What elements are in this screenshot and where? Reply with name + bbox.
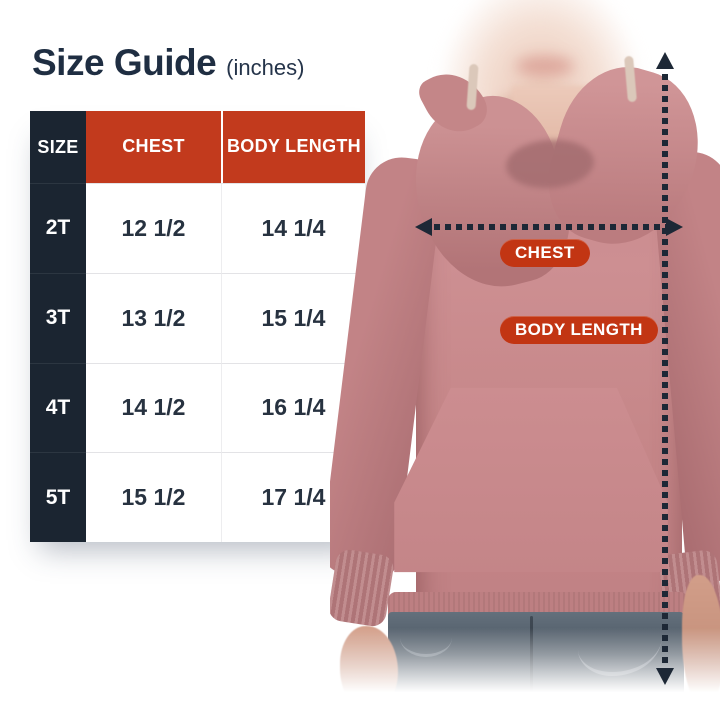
body-length-label-pill: BODY LENGTH [500, 316, 658, 344]
size-table: SIZE CHEST BODY LENGTH 2T 12 1/2 14 1/4 … [30, 111, 365, 542]
photo-bottom-fade [330, 628, 720, 720]
body-length-arrowhead-down-icon [656, 668, 674, 685]
chest-label-pill: CHEST [500, 239, 590, 267]
chest-cell: 14 1/2 [86, 362, 221, 453]
chest-arrowhead-right-icon [666, 218, 683, 236]
body-length-cell: 15 1/4 [221, 272, 365, 363]
chest-measure-dotted-line [434, 224, 666, 230]
size-cell: 4T [30, 362, 86, 453]
size-cell: 3T [30, 272, 86, 363]
chest-arrowhead-left-icon [415, 218, 432, 236]
chest-cell: 12 1/2 [86, 183, 221, 273]
hoodie-cuff-left [330, 547, 396, 629]
body-length-measure-dotted-line [662, 74, 668, 666]
page-title: Size Guide [32, 42, 217, 83]
title-unit-label: (inches) [226, 55, 305, 80]
body-length-arrowhead-up-icon [656, 52, 674, 69]
header-cell-size: SIZE [30, 111, 86, 183]
size-cell: 2T [30, 183, 86, 273]
header-cell-chest: CHEST [86, 111, 221, 183]
child-mouth [516, 56, 574, 76]
header-cell-body-length: BODY LENGTH [221, 111, 365, 183]
body-length-cell: 14 1/4 [221, 183, 365, 273]
size-cell: 5T [30, 452, 86, 542]
chest-cell: 13 1/2 [86, 272, 221, 363]
page-title-row: Size Guide (inches) [32, 42, 304, 84]
kangaroo-pocket [394, 387, 668, 573]
chest-cell: 15 1/2 [86, 452, 221, 542]
